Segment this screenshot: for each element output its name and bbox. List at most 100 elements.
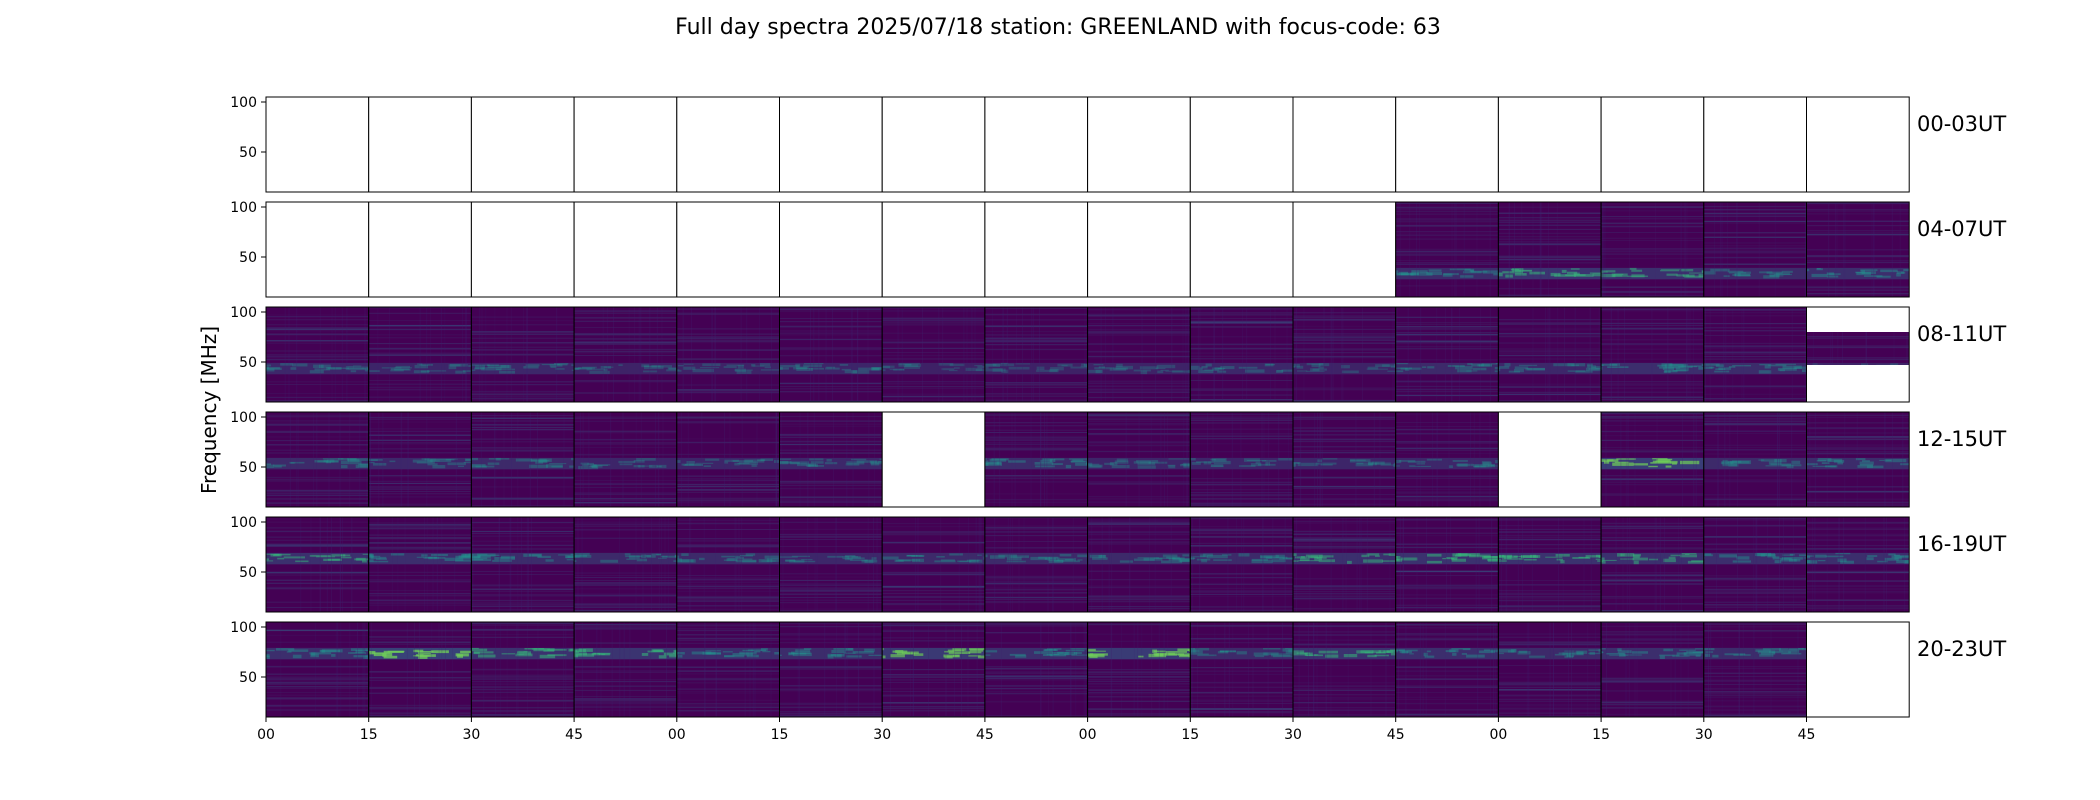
row-label: 00-03UT: [1917, 112, 2006, 136]
spectrum-panel: [471, 202, 575, 297]
spectrum-panel: [1498, 622, 1602, 717]
panel-border: [1806, 201, 1910, 298]
spectrum-panel: [266, 622, 369, 717]
spectrum-panel: [676, 307, 780, 402]
spectrum-panel: [779, 202, 883, 297]
spectrum-panel: [1190, 97, 1293, 192]
spectrum-panel: [676, 202, 780, 297]
spectrum-panel: [368, 97, 472, 192]
spectrum-panel: [676, 412, 780, 507]
spectrum-panel: [1601, 622, 1704, 717]
spectrum-panel: [1806, 517, 1910, 612]
spectrum-panel: [1190, 202, 1293, 297]
spectrum-panel: [1293, 622, 1396, 717]
spectrum-panel: [471, 412, 575, 507]
y-tick-label: 100: [230, 410, 257, 426]
spectrum-panel: [1190, 517, 1293, 612]
spectrum-panel: [574, 622, 677, 717]
spectrum-panel: [1087, 97, 1191, 192]
spectrum-panel: [1293, 517, 1396, 612]
spectrum-panel: [984, 517, 1088, 612]
spectrum-panel: [368, 307, 472, 402]
x-tick-label: 15: [360, 727, 378, 743]
row-label: 20-23UT: [1917, 637, 2006, 661]
panel-border: [1806, 621, 1910, 718]
spectrum-panel: [1498, 517, 1602, 612]
spectrum-panel: [984, 202, 1088, 297]
spectrum-panel: [882, 517, 985, 612]
spectra-row-16-19UT: 100 50 16-19UT: [230, 515, 2006, 613]
spectrum-panel: [574, 202, 677, 297]
spectrum-panel: [1087, 412, 1191, 507]
panel-border: [1806, 96, 1910, 193]
spectrum-panel: [1395, 412, 1499, 507]
spectrum-panel: [779, 97, 883, 192]
x-tick-label: 45: [565, 727, 583, 743]
spectrum-panel: [1190, 622, 1293, 717]
spectrum-panel: [471, 622, 575, 717]
y-tick-label: 50: [239, 565, 257, 581]
spectrum-panel: [1190, 412, 1293, 507]
spectrum-panel: [1703, 517, 1807, 612]
spectrum-panel: [471, 97, 575, 192]
spectrum-panel: [1498, 307, 1602, 402]
spectrum-panel: [1395, 97, 1499, 192]
spectra-row-08-11UT: 100 50 08-11UT: [230, 305, 2006, 403]
spectrum-panel: [1703, 412, 1807, 507]
spectrum-panel: [368, 412, 472, 507]
spectrum-panel: [779, 622, 883, 717]
y-tick-label: 100: [230, 95, 257, 111]
x-tick-label: 30: [873, 727, 891, 743]
spectrum-panel: [266, 517, 369, 612]
panel-border: [1806, 516, 1910, 613]
spectrum-panel: [1601, 412, 1704, 507]
x-tick-label: 45: [976, 727, 994, 743]
row-label: 04-07UT: [1917, 217, 2006, 241]
spectrum-panel: [779, 307, 883, 402]
spectrum-panel: [1806, 622, 1910, 717]
spectrum-panel: [368, 517, 472, 612]
y-tick-label: 100: [230, 305, 257, 321]
spectrum-panel: [1293, 97, 1396, 192]
x-tick-label: 00: [257, 727, 275, 743]
spectrum-panel: [1087, 307, 1191, 402]
spectrum-panel: [266, 97, 369, 192]
spectrum-panel: [1087, 202, 1191, 297]
x-tick-label: 30: [462, 727, 480, 743]
y-tick-label: 100: [230, 515, 257, 531]
y-tick-label: 50: [239, 145, 257, 161]
x-axis: 00 15 30 45 00 15 30 45 00 15 30 45 00 15 30 45: [257, 717, 1815, 743]
spectrum-panel: [779, 517, 883, 612]
y-tick-label: 50: [239, 460, 257, 476]
row-label: 08-11UT: [1917, 322, 2006, 346]
spectrum-panel: [882, 97, 985, 192]
spectrum-panel: [574, 517, 677, 612]
spectrum-panel: [984, 97, 1088, 192]
y-tick-label: 50: [239, 670, 257, 686]
spectrum-panel: [266, 202, 369, 297]
spectrum-panel: [1601, 307, 1704, 402]
panel-rows: 100 50 00-03UT 100 50 04-07UT 100 50 08-11UT 100 5…: [230, 95, 2006, 718]
spectrum-panel: [1395, 622, 1499, 717]
spectrum-panel: [266, 307, 369, 402]
spectrum-panel: [1703, 622, 1807, 717]
spectrum-panel: [1087, 622, 1191, 717]
spectrum-panel: [1498, 202, 1602, 297]
x-tick-label: 30: [1695, 727, 1713, 743]
x-tick-label: 00: [668, 727, 686, 743]
x-tick-label: 15: [771, 727, 789, 743]
x-tick-label: 15: [1181, 727, 1199, 743]
spectrum-panel: [984, 622, 1088, 717]
spectrum-panel: [1395, 517, 1499, 612]
spectrum-panel: [1806, 412, 1910, 507]
spectrum-panel: [1703, 307, 1807, 402]
spectrum-panel: [1395, 202, 1499, 297]
y-axis-label: Frequency [MHz]: [197, 326, 221, 494]
spectrum-panel: [1703, 202, 1807, 297]
spectrum-panel: [1703, 97, 1807, 192]
row-label: 12-15UT: [1917, 427, 2006, 451]
x-tick-label: 30: [1284, 727, 1302, 743]
spectrum-panel: [1498, 97, 1602, 192]
panel-border: [1806, 411, 1910, 508]
spectrum-panel: [1395, 307, 1499, 402]
